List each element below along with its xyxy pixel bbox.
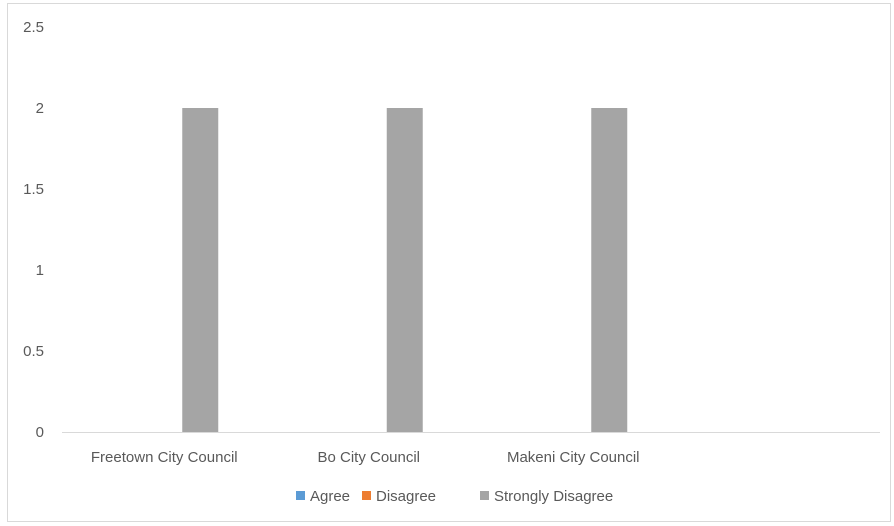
legend-swatch bbox=[480, 491, 489, 500]
bar-strongly-disagree bbox=[182, 108, 219, 432]
legend-swatch bbox=[362, 491, 371, 500]
bars bbox=[182, 108, 628, 432]
bar-strongly-disagree bbox=[386, 108, 423, 432]
bar-strongly-disagree bbox=[591, 108, 628, 432]
legend-label: Agree bbox=[310, 488, 350, 505]
y-tick-label: 1.5 bbox=[23, 181, 44, 198]
legend: Agree Disagree Strongly Disagree bbox=[296, 488, 613, 505]
y-tick-label: 2 bbox=[36, 100, 44, 117]
legend-label: Disagree bbox=[376, 488, 436, 505]
y-tick-label: 0 bbox=[36, 424, 44, 441]
x-tick-label: Freetown City Council bbox=[91, 449, 238, 466]
chart-frame bbox=[7, 3, 891, 522]
x-axis-labels: Freetown City Council Bo City Council Make… bbox=[91, 449, 640, 466]
x-tick-label: Makeni City Council bbox=[507, 449, 640, 466]
legend-swatch bbox=[296, 491, 305, 500]
legend-label: Strongly Disagree bbox=[494, 488, 613, 505]
y-axis-ticks: 0 0.5 1 1.5 2 2.5 bbox=[23, 19, 44, 441]
y-tick-label: 2.5 bbox=[23, 19, 44, 36]
y-tick-label: 0.5 bbox=[23, 343, 44, 360]
y-tick-label: 1 bbox=[36, 262, 44, 279]
x-tick-label: Bo City Council bbox=[317, 449, 420, 466]
